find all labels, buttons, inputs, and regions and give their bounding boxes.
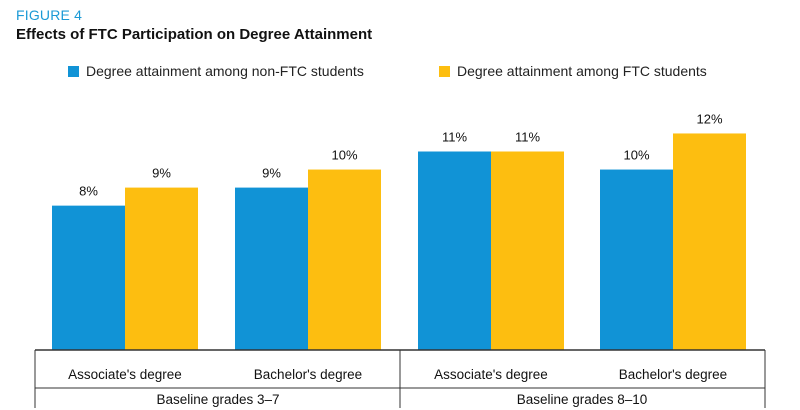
bar-non-ftc-1 [235,187,308,350]
group-label: Baseline grades 8–10 [517,392,648,407]
bar-ftc-3 [673,133,746,350]
group-label: Baseline grades 3–7 [156,392,279,407]
data-label: 8% [79,184,98,199]
data-label: 9% [152,166,171,181]
bar-non-ftc-0 [52,205,125,350]
legend: Degree attainment among non-FTC students… [0,63,800,83]
bar-non-ftc-3 [600,169,673,350]
category-label: Associate's degree [434,367,548,382]
legend-swatch-non-ftc [68,65,79,77]
bar-ftc-1 [308,169,381,350]
legend-label-ftc: Degree attainment among FTC students [457,63,707,79]
data-label: 11% [515,130,540,145]
bar-ftc-0 [125,187,198,350]
legend-label-non-ftc: Degree attainment among non-FTC students [86,63,364,79]
category-label: Associate's degree [68,367,182,382]
legend-item-ftc: Degree attainment among FTC students [439,63,707,79]
figure-label: FIGURE 4 [16,7,83,23]
legend-swatch-ftc [439,65,450,77]
data-label: 9% [262,166,281,181]
bar-ftc-2 [491,151,564,350]
category-label: Bachelor's degree [619,367,727,382]
data-label: 11% [442,130,467,145]
legend-item-non-ftc: Degree attainment among non-FTC students [68,63,364,79]
data-label: 10% [623,148,649,163]
data-label: 12% [696,111,722,126]
chart-title: Effects of FTC Participation on Degree A… [16,26,373,43]
data-label: 10% [331,148,357,163]
bar-non-ftc-2 [418,151,491,350]
category-label: Bachelor's degree [254,367,362,382]
